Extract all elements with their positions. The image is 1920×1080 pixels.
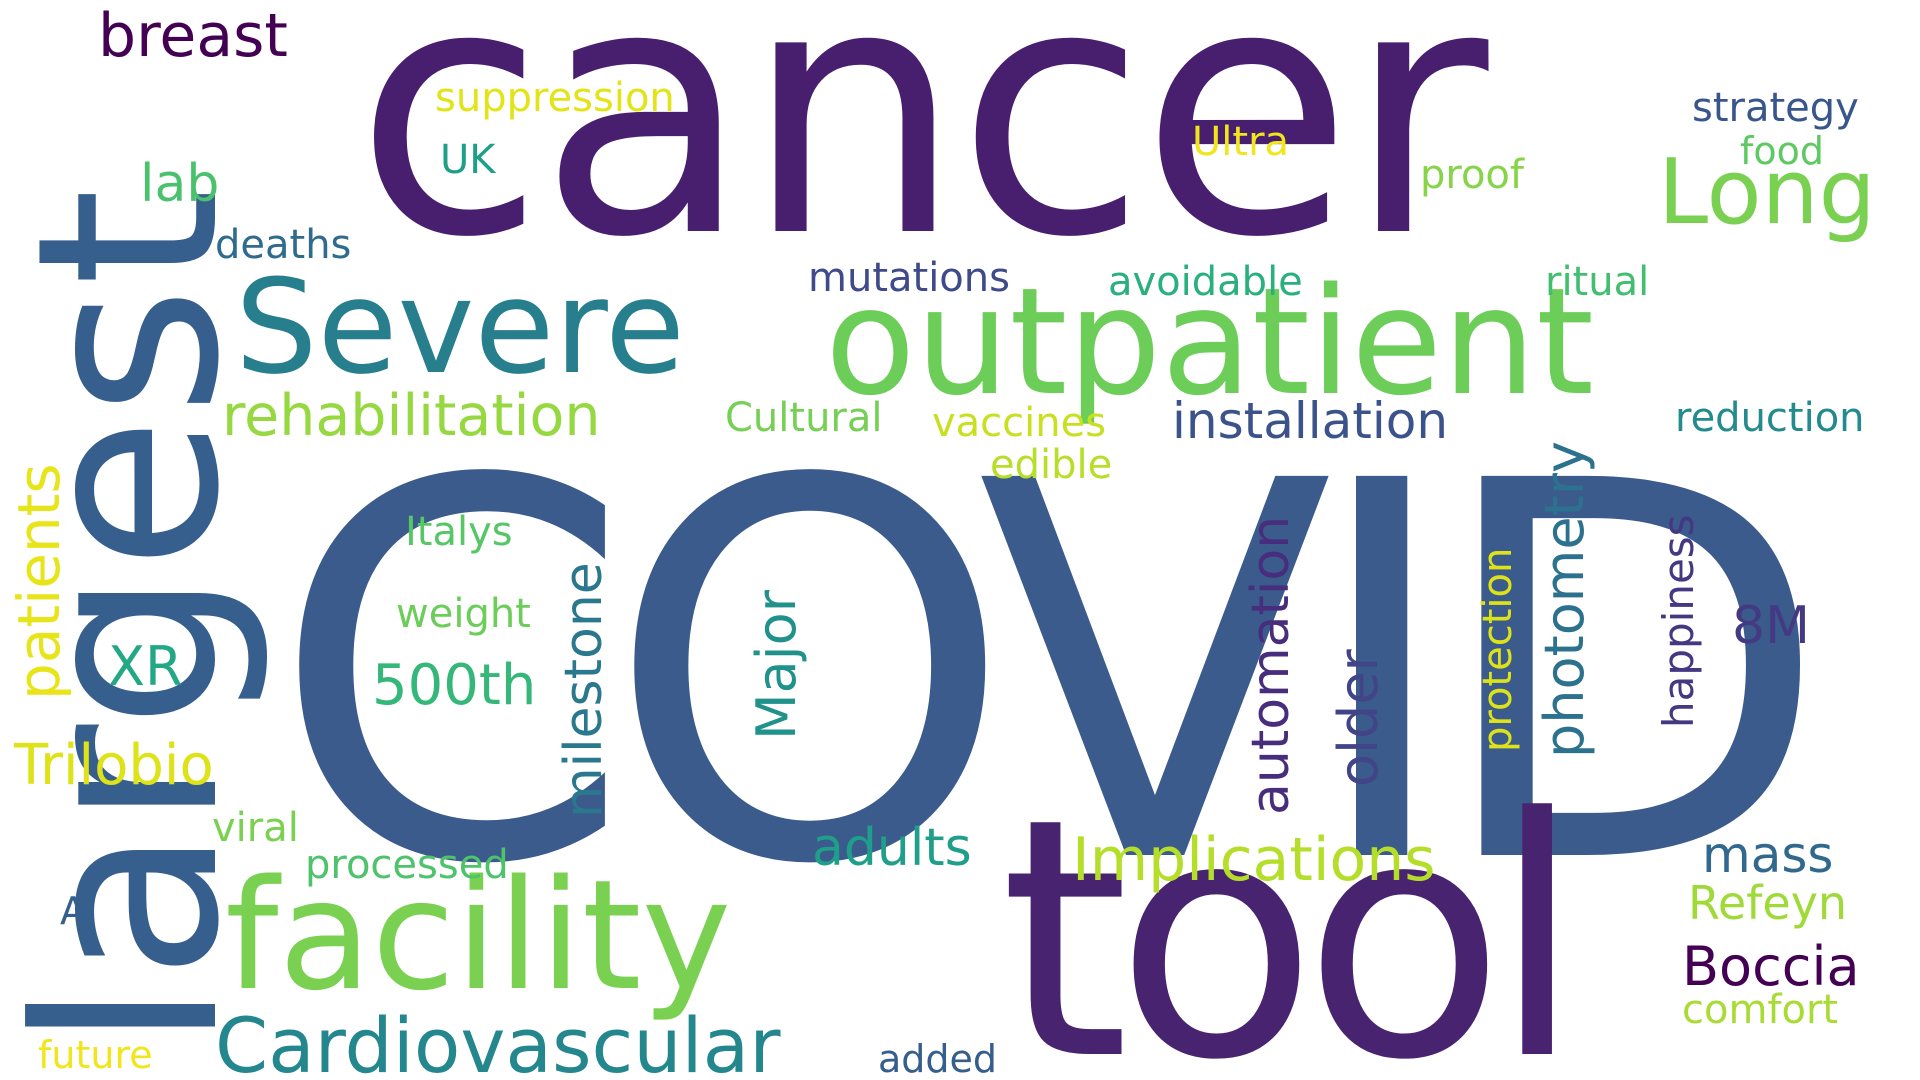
word-covid: COVID [270,372,1831,978]
word-older: older [1327,649,1390,787]
word-comfort: comfort [1682,987,1839,1033]
word-photometry: photometry [1533,441,1596,758]
word-automation: automation [1241,515,1301,815]
word-cultural: Cultural [725,395,883,441]
word-happiness: happiness [1654,514,1703,728]
word-500th: 500th [372,653,537,718]
word-milestone: milestone [554,562,614,818]
word-vaccines: vaccines [932,400,1107,446]
word-suppression: suppression [435,75,675,121]
word-deaths: deaths [215,222,352,268]
word-reduction: reduction [1675,395,1865,441]
word-protection: protection [1475,547,1521,752]
word-adults: adults [812,818,972,878]
word-breast: breast [98,1,288,71]
word-ultra: Ultra [1192,119,1290,165]
word-strategy: strategy [1692,85,1859,131]
word-added: added [878,1037,998,1080]
word-facility: facility [225,847,732,1024]
word-food: food [1740,129,1824,173]
word-8m: 8M [1732,596,1810,656]
word-boccia: Boccia [1682,935,1860,998]
word-lab: lab [140,154,220,214]
word-ai: AI [60,889,98,933]
word-italys: Italys [405,509,513,555]
word-rehabilitation: rehabilitation [222,383,601,449]
word-refeyn: Refeyn [1688,876,1848,930]
word-installation: installation [1172,392,1449,450]
word-processed: processed [305,842,509,888]
word-major: Major [745,590,808,740]
word-ritual: ritual [1545,259,1650,305]
word-patients: patients [5,463,73,700]
word-severe: Severe [235,251,685,403]
word-trilobio: Trilobio [14,733,214,798]
word-xr: XR [108,635,183,698]
word-cardiovascular: Cardiovascular [215,1001,781,1080]
word-mass: mass [1702,826,1834,884]
word-edible: edible [990,442,1113,488]
word-avoidable: avoidable [1108,259,1303,305]
word-outpatient: outpatient [825,256,1595,428]
word-weight: weight [396,591,531,637]
word-implications: Implications [1072,825,1436,895]
word-long: Long [1658,140,1876,245]
word-viral: viral [212,805,299,851]
word-proof: proof [1420,152,1524,198]
word-future: future [38,1033,153,1077]
word-cancer: cancer [355,0,1489,313]
word-uk: UK [440,137,496,183]
word-tool: tool [1000,748,1583,1080]
word-mutations: mutations [808,255,1010,301]
